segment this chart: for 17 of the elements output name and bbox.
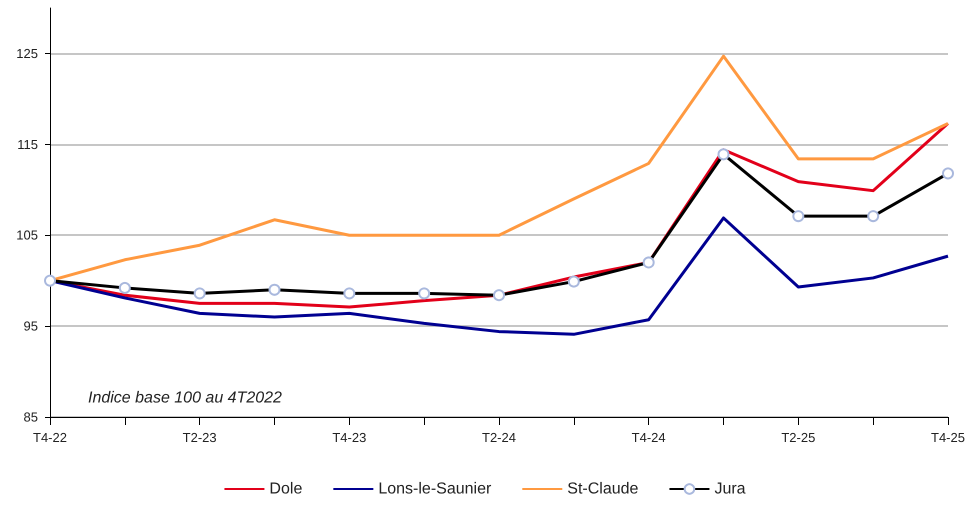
- x-tick-label: T2-23: [182, 430, 217, 445]
- y-tick-label: 85: [24, 410, 38, 424]
- x-tick-label: T2-25: [781, 430, 816, 445]
- x-tick-label: T2-24: [482, 430, 516, 445]
- y-tick-label: 105: [16, 228, 38, 243]
- x-tick-label: T4-22: [33, 430, 67, 445]
- y-tick-label: 115: [17, 136, 38, 152]
- y-tick-label: 95: [24, 318, 38, 334]
- legend-label: St-Claude: [567, 480, 639, 498]
- x-tick-label: T4-25: [931, 430, 965, 445]
- legend-label: Dole: [269, 480, 302, 498]
- y-tick-label: 125: [16, 46, 38, 61]
- legend-label: Jura: [714, 480, 746, 498]
- x-tick-label: T4-24: [632, 430, 666, 445]
- annotation: Indice base 100 au 4T2022: [88, 390, 282, 406]
- x-tick-label: T4-23: [332, 430, 366, 445]
- legend-label: Lons-le-Saunier: [378, 480, 492, 498]
